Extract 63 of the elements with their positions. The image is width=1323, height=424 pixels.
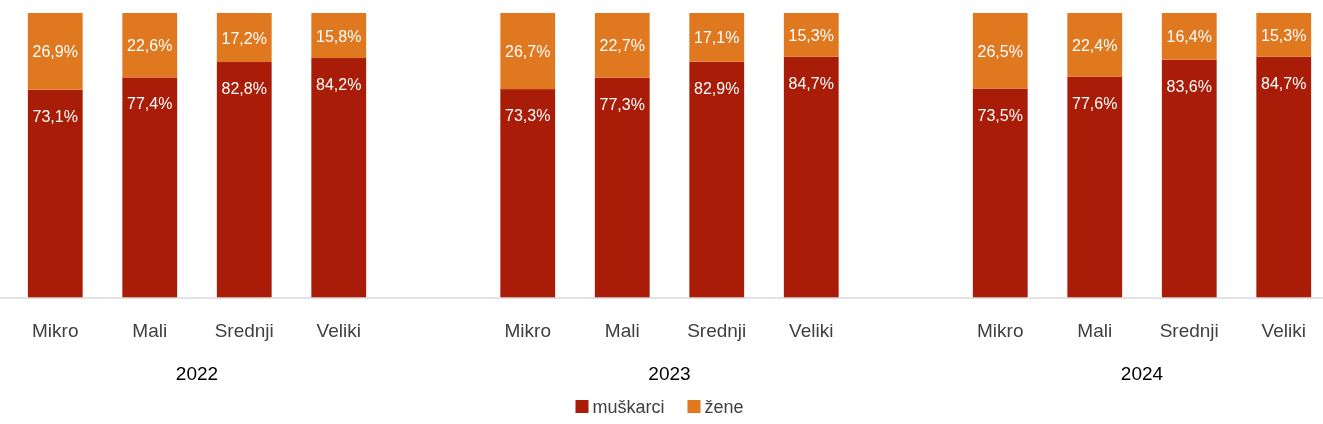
data-label: 73,3%	[505, 107, 551, 125]
x-tick-label: Srednji	[1159, 320, 1219, 341]
text: 2024	[1120, 363, 1164, 384]
bar	[216, 62, 272, 298]
data-label: 22,4%	[1072, 36, 1118, 54]
x-tick-label: Mali	[1077, 320, 1113, 341]
bar	[122, 77, 178, 298]
data-label: 22,6%	[127, 37, 173, 55]
data-label: 22,7%	[599, 37, 645, 55]
x-tick-label: Mali	[604, 320, 640, 341]
bar	[27, 13, 83, 90]
bar	[311, 58, 367, 298]
data-label: 26,9%	[32, 43, 78, 61]
data-label: 83,6%	[1166, 77, 1212, 95]
legend-label: muškarci	[592, 397, 665, 417]
bar	[500, 13, 556, 90]
data-label: 82,9%	[694, 79, 740, 97]
legend-label: žene	[704, 397, 744, 417]
bar	[500, 89, 556, 298]
bar	[689, 61, 745, 298]
data-label: 73,1%	[32, 107, 78, 125]
x-tick-label: Srednji	[214, 320, 274, 341]
bar	[122, 13, 178, 78]
x-tick-label: Srednji	[687, 320, 747, 341]
data-label: 77,4%	[127, 95, 173, 113]
data-label: 17,2%	[221, 29, 267, 47]
x-tick-label: Mikro	[977, 320, 1024, 341]
data-label: 16,4%	[1166, 28, 1212, 46]
bar	[1067, 13, 1123, 77]
data-label: 17,1%	[694, 29, 740, 47]
bar	[1067, 76, 1123, 298]
data-label: 26,7%	[505, 43, 551, 61]
data-label: 84,2%	[316, 76, 362, 94]
data-label: 15,3%	[788, 26, 834, 44]
bar	[783, 13, 839, 57]
data-label: 15,3%	[1261, 26, 1307, 44]
data-label: 15,8%	[316, 27, 362, 45]
data-label: 77,3%	[599, 95, 645, 113]
x-tick-label: Veliki	[1261, 320, 1306, 341]
data-label: 77,6%	[1072, 94, 1118, 112]
bar	[972, 13, 1028, 89]
bar	[972, 88, 1028, 298]
text: 2023	[648, 363, 691, 384]
data-label: 84,7%	[788, 74, 834, 92]
bar	[783, 56, 839, 298]
x-tick-label: Mikro	[32, 320, 79, 341]
x-tick-label: Veliki	[316, 320, 361, 341]
x-tick-label: Mali	[132, 320, 168, 341]
bar	[1161, 13, 1217, 60]
bar	[689, 13, 745, 62]
data-label: 26,5%	[977, 42, 1023, 60]
data-label: 84,7%	[1261, 74, 1307, 92]
bar	[1256, 56, 1312, 298]
bar	[1161, 59, 1217, 298]
bar	[594, 13, 650, 78]
bar	[216, 13, 272, 63]
x-tick-label: Mikro	[504, 320, 551, 341]
bar	[27, 89, 83, 298]
data-label: 73,5%	[977, 106, 1023, 124]
text: 2022	[175, 363, 219, 384]
x-tick-label: Veliki	[789, 320, 834, 341]
data-label: 82,8%	[221, 80, 267, 98]
bar	[594, 77, 650, 298]
